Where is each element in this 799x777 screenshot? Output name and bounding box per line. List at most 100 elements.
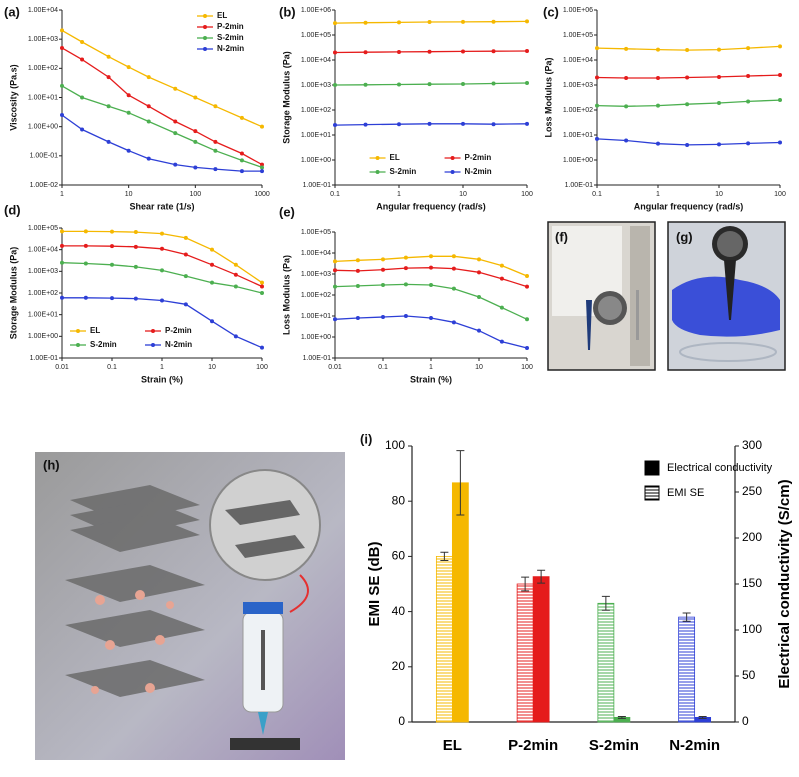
bar	[532, 576, 550, 723]
point	[146, 75, 151, 80]
y2-tick-label: 0	[742, 714, 749, 728]
point	[451, 266, 456, 271]
point	[126, 65, 131, 70]
point	[239, 158, 244, 163]
y-tick-label: 1.00E+04	[28, 7, 58, 14]
point	[427, 121, 432, 126]
point	[126, 148, 131, 153]
y-tick-label: 1.00E+03	[28, 268, 58, 275]
y-tick-label: 1.00E+03	[563, 82, 593, 89]
point	[260, 284, 264, 289]
point	[491, 122, 496, 127]
point	[183, 274, 188, 279]
y-tick-label: 80	[392, 493, 406, 507]
x-tick-label: S-2min	[589, 737, 639, 754]
point	[427, 82, 432, 87]
legend-swatch	[644, 460, 660, 476]
y-tick-label: 1.00E-01	[30, 153, 59, 160]
point	[80, 127, 85, 132]
point	[160, 268, 164, 273]
point	[83, 243, 88, 248]
point	[624, 46, 629, 51]
point	[160, 231, 164, 236]
point	[429, 282, 433, 287]
illustration-h: (h)	[35, 452, 345, 760]
point	[717, 142, 721, 147]
legend-marker	[375, 156, 380, 160]
panel-label: (f)	[555, 229, 568, 244]
point	[233, 334, 238, 339]
point	[260, 162, 264, 167]
point	[80, 39, 85, 44]
point	[193, 95, 198, 100]
x-axis-title: Shear rate (1/s)	[129, 201, 194, 211]
point	[461, 19, 465, 24]
point	[451, 254, 456, 259]
point	[363, 82, 368, 87]
y-tick-label: 1.00E+00	[301, 334, 331, 341]
panel-label: (d)	[4, 202, 21, 217]
y-axis-title: EMI SE (dB)	[366, 541, 383, 626]
legend-label: S-2min	[217, 33, 244, 42]
legend-label: EMI SE	[667, 487, 704, 499]
x-tick-label: EL	[443, 737, 462, 754]
y-tick-label: 1.00E+04	[301, 250, 331, 257]
y-tick-label: 60	[392, 549, 406, 563]
y-tick-label: 1.00E+00	[28, 124, 58, 131]
legend-label: S-2min	[90, 340, 117, 349]
y2-tick-label: 200	[742, 530, 762, 544]
x-tick-label: P-2min	[508, 737, 558, 754]
point	[491, 49, 496, 54]
point	[403, 266, 408, 271]
point	[491, 81, 496, 86]
y2-tick-label: 150	[742, 576, 762, 590]
y-tick-label: 1.00E+04	[28, 247, 58, 254]
series-line	[334, 315, 528, 349]
point	[477, 257, 481, 262]
point	[260, 345, 264, 350]
x-tick-label: 1	[60, 191, 64, 198]
series-line	[61, 114, 262, 172]
point	[525, 81, 529, 86]
panel-label: (a)	[4, 4, 20, 19]
point	[126, 110, 131, 115]
point	[233, 284, 238, 289]
point	[355, 268, 360, 273]
point	[333, 317, 337, 322]
x-tick-label: 10	[459, 191, 467, 198]
point	[333, 50, 337, 55]
legend-marker	[76, 343, 80, 347]
legend-marker	[450, 156, 455, 160]
point	[595, 136, 599, 141]
point	[397, 122, 401, 127]
x-tick-label: 1	[160, 364, 164, 371]
x-axis-title: Angular frequency (rad/s)	[376, 201, 486, 211]
point	[685, 75, 690, 80]
point	[60, 295, 64, 300]
point	[381, 282, 385, 287]
point	[183, 235, 188, 240]
point	[477, 328, 481, 333]
point	[60, 243, 64, 248]
point	[746, 73, 751, 78]
point	[333, 21, 337, 26]
legend-label: S-2min	[390, 167, 417, 176]
point	[499, 263, 504, 268]
y-axis-title: Storage Modulus (Pa)	[281, 51, 291, 144]
point	[491, 19, 496, 24]
y-tick-label: 1.00E+05	[301, 32, 331, 39]
point	[133, 296, 138, 301]
y-axis-title: Storage Modulus (Pa)	[8, 247, 18, 340]
point	[595, 46, 599, 51]
legend-label: N-2min	[465, 167, 492, 176]
legend-label: P-2min	[217, 22, 244, 31]
point	[778, 140, 782, 145]
error-bar	[698, 715, 707, 719]
point	[60, 113, 64, 118]
point	[83, 261, 88, 266]
point	[477, 295, 481, 300]
point	[110, 262, 114, 267]
point	[60, 83, 64, 88]
point	[173, 119, 178, 124]
point	[239, 151, 244, 156]
